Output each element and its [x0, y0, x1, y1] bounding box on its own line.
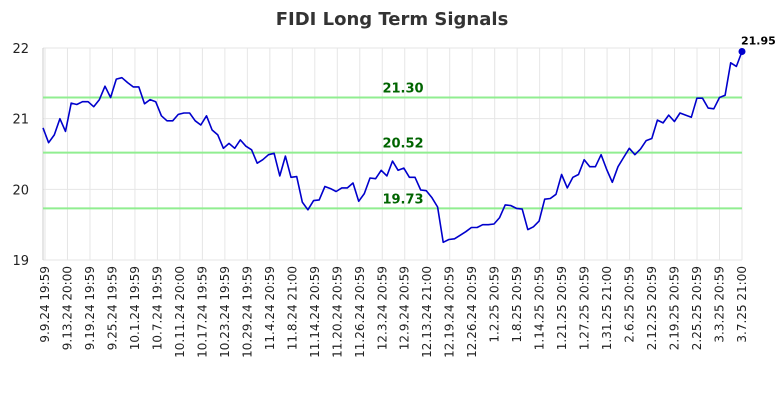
x-tick-label: 10.29.24 19:59 [240, 266, 254, 358]
x-tick-label: 10.7.24 19:59 [150, 266, 164, 350]
x-tick-label: 11.14.24 20:59 [308, 266, 322, 358]
x-tick-label: 11.26.24 20:59 [353, 266, 367, 358]
x-tick-label: 1.8.25 20:59 [510, 266, 524, 343]
signal-label: 19.73 [382, 192, 423, 207]
x-tick-label: 12.26.24 20:59 [465, 266, 479, 358]
x-tick-label: 12.13.24 21:00 [420, 266, 434, 358]
x-tick-label: 11.4.24 20:59 [263, 266, 277, 350]
x-tick-label: 12.19.24 20:59 [443, 266, 457, 358]
y-tick-label: 19 [12, 254, 29, 269]
x-tick-label: 10.23.24 19:59 [218, 266, 232, 358]
x-tick-label: 9.19.24 19:59 [83, 266, 97, 350]
x-tick-label: 2.25.25 20:59 [690, 266, 704, 350]
x-tick-label: 10.11.24 20:00 [173, 266, 187, 358]
x-tick-label: 1.21.25 20:59 [555, 266, 569, 350]
x-tick-label: 2.19.25 20:59 [668, 266, 682, 350]
x-tick-label: 9.9.24 19:59 [38, 266, 52, 343]
y-tick-label: 21 [12, 113, 29, 128]
signal-label: 20.52 [382, 137, 423, 152]
series [42, 48, 746, 244]
signal-lines [43, 96, 742, 210]
price-series-line [42, 51, 743, 244]
x-tick-label: 11.20.24 20:59 [330, 266, 344, 358]
x-tick-label: 1.31.25 21:00 [600, 266, 614, 350]
signal-label: 21.30 [382, 81, 423, 96]
x-tick-label: 12.3.24 20:59 [375, 266, 389, 350]
x-tick-label: 11.8.24 21:00 [285, 266, 299, 350]
x-tick-label: 9.25.24 19:59 [105, 266, 119, 350]
x-tick-label: 1.2.25 20:59 [488, 266, 502, 343]
grid [43, 47, 743, 261]
x-tick-label: 1.27.25 20:59 [578, 266, 592, 350]
x-tick-label: 2.12.25 20:59 [645, 266, 659, 350]
chart-title: FIDI Long Term Signals [276, 9, 509, 30]
x-tick-label: 3.7.25 21:00 [735, 266, 749, 343]
axes: 19 20 21 22 9.9.24 19:59 9.13.24 20:00 9.19.24… [12, 42, 749, 358]
y-tick-label: 20 [12, 183, 29, 198]
last-value-label: 21.95 [741, 35, 776, 48]
y-tick-label: 22 [12, 42, 29, 57]
x-tick-label: 10.17.24 19:59 [195, 266, 209, 358]
labels: 21.30 20.52 19.73 21.95 [382, 35, 775, 208]
x-tick-label: 10.1.24 19:59 [128, 266, 142, 350]
last-value-marker [738, 48, 746, 56]
x-tick-label: 12.9.24 20:59 [398, 266, 412, 350]
x-tick-label: 3.3.25 20:59 [713, 266, 727, 343]
x-tick-label: 9.13.24 20:00 [60, 266, 74, 350]
x-tick-label: 1.14.25 20:59 [533, 266, 547, 350]
x-tick-label: 2.6.25 20:59 [623, 266, 637, 343]
